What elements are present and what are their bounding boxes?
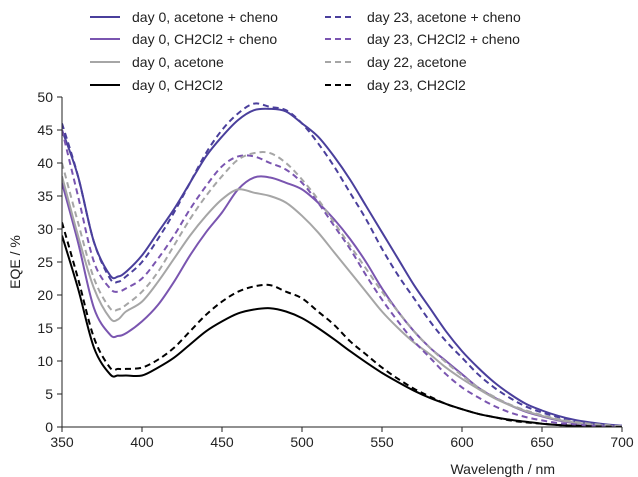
y-tick-label: 40 xyxy=(37,155,53,171)
legend-label-1: day 0, CH2Cl2 + cheno xyxy=(132,31,277,47)
legend-label-6: day 22, acetone xyxy=(367,54,467,70)
y-tick-label: 20 xyxy=(37,287,53,303)
legend-label-5: day 23, CH2Cl2 + cheno xyxy=(367,31,520,47)
series-lines xyxy=(62,102,622,427)
y-tick-label: 10 xyxy=(37,353,53,369)
legend-label-0: day 0, acetone + cheno xyxy=(132,9,278,25)
legend-label-7: day 23, CH2Cl2 xyxy=(367,77,466,93)
y-tick-label: 50 xyxy=(37,89,53,105)
y-tick-label: 25 xyxy=(37,254,53,270)
x-ticks: 350 400 450 500 550 600 650 700 xyxy=(50,427,634,450)
y-tick-label: 15 xyxy=(37,320,53,336)
x-tick-label: 500 xyxy=(290,434,314,450)
series-line-4 xyxy=(62,102,622,427)
y-tick-label: 5 xyxy=(45,386,53,402)
x-tick-label: 450 xyxy=(210,434,234,450)
y-ticks: 0 5 10 15 20 25 30 35 40 45 50 xyxy=(37,89,62,435)
legend: day 0, acetone + cheno day 0, CH2Cl2 + ch… xyxy=(90,9,521,93)
series-line-7 xyxy=(62,222,622,427)
series-line-3 xyxy=(62,235,622,427)
legend-label-4: day 23, acetone + cheno xyxy=(367,9,521,25)
y-tick-label: 35 xyxy=(37,188,53,204)
y-tick-label: 30 xyxy=(37,221,53,237)
x-tick-label: 400 xyxy=(130,434,154,450)
series-line-0 xyxy=(62,107,622,427)
y-axis-label: EQE / % xyxy=(7,235,23,289)
x-tick-label: 700 xyxy=(610,434,634,450)
x-tick-label: 350 xyxy=(50,434,74,450)
series-line-2 xyxy=(62,175,622,427)
x-axis-label: Wavelength / nm xyxy=(450,461,555,477)
x-tick-label: 650 xyxy=(530,434,554,450)
y-tick-label: 45 xyxy=(37,122,53,138)
legend-label-2: day 0, acetone xyxy=(132,54,224,70)
series-line-6 xyxy=(62,151,622,427)
y-tick-label: 0 xyxy=(45,419,53,435)
series-line-5 xyxy=(62,129,622,427)
x-tick-label: 550 xyxy=(370,434,394,450)
x-tick-label: 600 xyxy=(450,434,474,450)
series-line-1 xyxy=(62,175,622,427)
legend-label-3: day 0, CH2Cl2 xyxy=(132,77,223,93)
